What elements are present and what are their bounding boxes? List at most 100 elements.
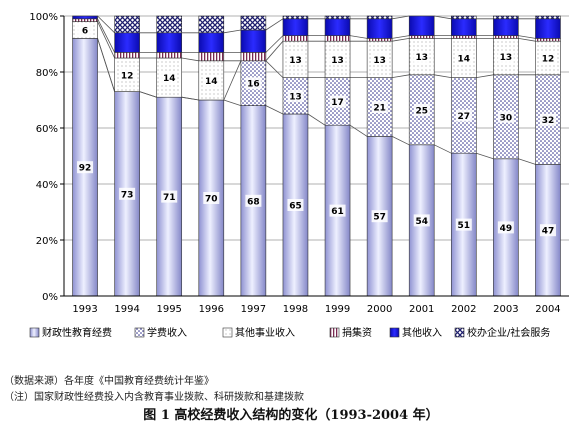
data-label: 6 xyxy=(82,27,88,37)
x-tick-label: 1998 xyxy=(283,304,308,315)
series-connector xyxy=(391,136,410,146)
data-label-bg xyxy=(119,68,136,81)
legend-swatch-donation xyxy=(329,327,340,338)
series-connector xyxy=(223,99,241,106)
bar-segment-other-income xyxy=(72,15,98,20)
y-tick-label: 40% xyxy=(36,180,58,191)
bar-segment-enterprise xyxy=(450,15,477,20)
x-tick-label: 2004 xyxy=(535,304,560,315)
series-connector xyxy=(476,74,494,78)
x-tick-label: 2002 xyxy=(451,304,476,315)
bar-segment-enterprise xyxy=(282,15,309,20)
data-label-bg xyxy=(77,24,94,36)
legend-label-tuition: 学费收入 xyxy=(147,326,187,339)
bar-segment-donation xyxy=(240,52,267,62)
chart-legend: 财政性教育经费 学费收入 其他事业收入 捐集资 其他收入 校办企业/社会服务 xyxy=(29,326,550,339)
data-label: 17 xyxy=(331,98,344,108)
bar-segment-other-income xyxy=(535,18,561,39)
remark-note: （注）国家财政性经费投入内含教育事业拨款、科研拨款和基建拨款 xyxy=(4,392,304,403)
legend-label-other-income: 其他收入 xyxy=(402,326,442,339)
data-label: 21 xyxy=(373,104,386,114)
bar-segment-enterprise xyxy=(198,15,225,34)
data-label: 12 xyxy=(542,55,555,65)
data-label-bg xyxy=(329,204,346,217)
x-tick-label: 2000 xyxy=(367,304,392,315)
data-label-bg xyxy=(119,187,136,200)
y-tick-label: 80% xyxy=(36,68,58,79)
data-label-bg xyxy=(497,50,514,63)
data-label-bg xyxy=(161,71,178,84)
data-label: 16 xyxy=(247,80,260,90)
data-label-bg xyxy=(245,77,262,90)
data-label: 32 xyxy=(542,116,555,126)
bar-segment-enterprise xyxy=(114,15,140,34)
bar-segment-enterprise xyxy=(493,15,519,20)
series-connector xyxy=(265,35,284,53)
data-label: 92 xyxy=(79,164,92,174)
series-connector xyxy=(265,40,284,62)
y-tick-label: 60% xyxy=(36,124,58,135)
data-label: 13 xyxy=(500,53,513,63)
y-tick-label: 100% xyxy=(29,12,58,23)
legend-swatch-tuition xyxy=(134,327,145,338)
series-connector xyxy=(265,105,284,115)
data-label-bg xyxy=(371,210,388,223)
data-label: 51 xyxy=(458,221,471,231)
bar-segment-enterprise xyxy=(535,15,561,20)
bar-segment-other-income xyxy=(114,32,140,53)
data-label-bg xyxy=(329,53,346,66)
series-connector xyxy=(97,38,116,92)
bar-segment-donation xyxy=(324,35,351,42)
bar-segment-other-income xyxy=(282,18,309,36)
bar-segment-enterprise xyxy=(324,15,351,20)
data-label-bg xyxy=(413,50,430,63)
data-label: 68 xyxy=(247,197,260,207)
bar-segment-enterprise xyxy=(156,15,183,34)
data-label-bg xyxy=(455,109,472,122)
data-label: 12 xyxy=(121,71,134,81)
bar-segment-other-income xyxy=(324,18,351,36)
series-connector xyxy=(97,21,115,59)
x-tick-label: 1995 xyxy=(156,304,181,315)
series-connector xyxy=(392,15,410,20)
series-connector xyxy=(307,113,326,126)
data-label-bg xyxy=(539,52,556,64)
data-label-bg xyxy=(245,194,262,207)
bar-segment-donation xyxy=(493,35,519,39)
series-connector xyxy=(434,144,452,154)
data-label: 61 xyxy=(331,207,344,217)
legend-label-other-business: 其他事业收入 xyxy=(235,326,295,339)
bar-segment-enterprise xyxy=(366,15,393,20)
x-tick-label: 1993 xyxy=(72,304,97,315)
data-label: 57 xyxy=(373,213,386,223)
bar-segment-other-income xyxy=(450,18,477,36)
bar-segment-donation xyxy=(282,35,309,42)
legend-swatch-other-business xyxy=(222,327,233,338)
data-label: 14 xyxy=(458,55,471,65)
data-label: 13 xyxy=(289,92,302,102)
series-connector xyxy=(265,18,284,31)
data-label: 13 xyxy=(331,56,344,66)
bar-segment-other-income xyxy=(198,32,225,53)
series-connector xyxy=(518,38,536,42)
legend-label-financial: 财政性教育经费 xyxy=(42,326,112,339)
bar-segment-donation xyxy=(366,38,393,42)
legend-swatch-other-income xyxy=(389,327,400,338)
bar-segment-other-income xyxy=(366,18,393,39)
series-connector xyxy=(181,57,199,62)
data-label-bg xyxy=(497,110,514,123)
series-connector xyxy=(139,91,157,98)
data-label-bg xyxy=(413,103,430,116)
series-connector xyxy=(97,18,115,53)
data-source-note: （数据来源）各年度《中国教育经费统计年鉴》 xyxy=(4,376,214,387)
bar-segment-enterprise xyxy=(240,15,267,31)
series-connector xyxy=(223,29,241,34)
legend-label-donation: 捐集资 xyxy=(342,326,372,339)
series-connector xyxy=(349,124,368,137)
x-tick-label: 2003 xyxy=(493,304,518,315)
bar-segment-donation xyxy=(198,52,225,62)
data-label-bg xyxy=(371,53,388,66)
x-tick-label: 1999 xyxy=(325,304,350,315)
legend-label-enterprise: 校办企业/社会服务 xyxy=(467,326,550,339)
data-label: 54 xyxy=(415,217,428,227)
